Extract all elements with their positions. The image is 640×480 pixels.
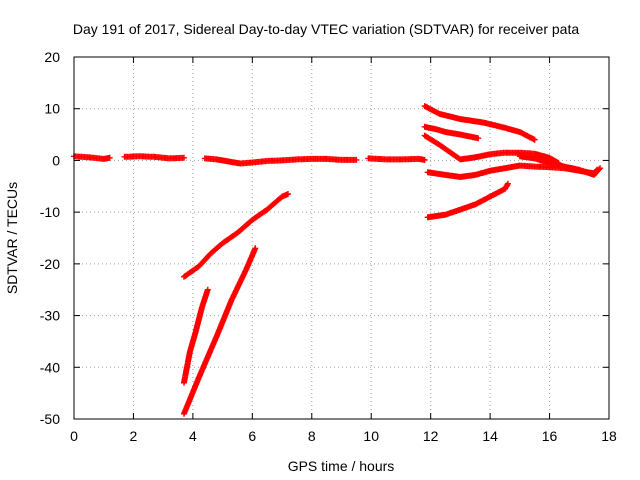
data-point-markers: [516, 153, 604, 178]
data-series-8: [421, 103, 538, 143]
y-tick-label: -50: [40, 411, 60, 427]
y-tick-label: -20: [40, 256, 60, 272]
data-point-markers: [121, 153, 187, 162]
grid-layer: [74, 57, 609, 419]
x-tick-label: 4: [189, 428, 197, 444]
data-point-markers: [424, 180, 511, 221]
data-series-4: [365, 155, 428, 163]
data-series-10: [421, 132, 562, 166]
x-tick-label: 10: [363, 428, 379, 444]
data-point-markers: [181, 191, 291, 280]
x-tick-label: 0: [70, 428, 78, 444]
data-series-9: [421, 123, 482, 142]
data-series-12: [424, 180, 511, 221]
x-tick-label: 16: [542, 428, 558, 444]
data-layer: [71, 103, 604, 417]
data-series-2: [121, 153, 187, 162]
data-point-markers: [365, 155, 428, 163]
data-series-3: [201, 155, 360, 167]
x-tick-label: 18: [601, 428, 617, 444]
x-tick-label: 2: [130, 428, 138, 444]
data-series-13: [516, 153, 604, 178]
y-axis-label: SDTVAR / TECUs: [4, 182, 20, 294]
data-point-markers: [201, 155, 360, 167]
axis-layer: 0 2 4 6 8 10 12 14 16 18 -50 -40 -30 -20 -10 0 10 20: [40, 49, 617, 444]
data-point-markers: [421, 123, 482, 142]
data-series-6: [181, 286, 211, 386]
data-point-markers: [181, 286, 211, 386]
data-series-7: [181, 245, 259, 417]
y-tick-label: 20: [44, 49, 60, 65]
x-tick-label: 14: [482, 428, 498, 444]
y-tick-label: -10: [40, 204, 60, 220]
x-tick-label: 6: [248, 428, 256, 444]
x-tick-label: 12: [423, 428, 439, 444]
y-tick-label: 0: [52, 152, 60, 168]
data-point-markers: [181, 245, 259, 417]
y-tick-label: -30: [40, 308, 60, 324]
x-axis-label: GPS time / hours: [288, 458, 395, 474]
data-point-markers: [421, 103, 538, 143]
data-point-markers: [421, 132, 562, 166]
chart-title: Day 191 of 2017, Sidereal Day-to-day VTE…: [73, 21, 580, 37]
y-tick-label: 10: [44, 101, 60, 117]
plot-frame: [73, 56, 610, 420]
data-series-5: [181, 191, 291, 280]
y-tick-label: -40: [40, 359, 60, 375]
x-tick-label: 8: [308, 428, 316, 444]
